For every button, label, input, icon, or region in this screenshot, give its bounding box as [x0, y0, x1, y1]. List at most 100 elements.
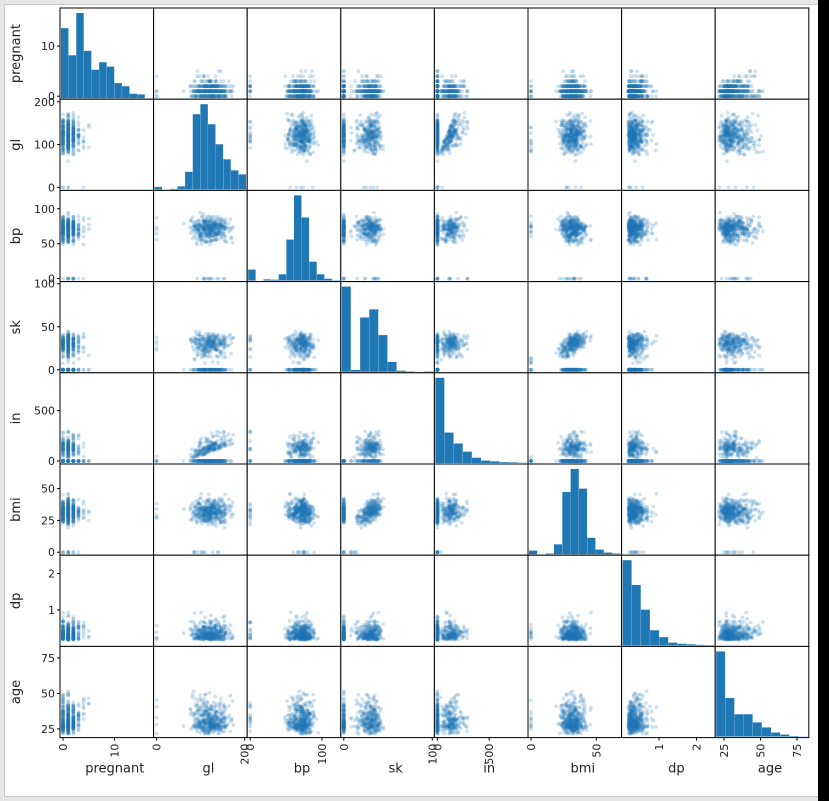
scatter-point — [208, 89, 213, 94]
scatter-point — [294, 89, 298, 94]
scatter-point — [567, 94, 572, 99]
scatter-point — [654, 89, 659, 94]
scatter-point — [81, 185, 86, 190]
scatter-point — [286, 135, 291, 140]
scatter-point — [644, 74, 648, 79]
scatter-point — [306, 84, 311, 89]
scatter-point — [316, 143, 320, 147]
scatter-point — [435, 89, 440, 94]
scatter-point — [360, 139, 364, 144]
scatter-point — [360, 74, 364, 79]
scatter-point — [191, 89, 196, 94]
histogram-bar — [76, 13, 84, 99]
histogram-bar — [137, 94, 145, 99]
scatter-point — [588, 94, 593, 99]
histogram-bar — [129, 93, 138, 99]
scatter-point — [248, 94, 253, 99]
scatter-point — [465, 126, 470, 131]
scatter-point — [299, 69, 303, 73]
scatter-point — [248, 146, 253, 150]
scatter-point — [229, 89, 234, 94]
scatter-point — [61, 140, 65, 144]
scatter-point — [283, 146, 288, 151]
scatter-point — [202, 74, 206, 79]
scatter-point — [449, 84, 454, 89]
scatter-point — [576, 89, 581, 94]
scatter-point — [201, 89, 206, 94]
scatter-point — [195, 69, 200, 73]
scatter-point — [573, 185, 578, 190]
scatter-point — [360, 89, 365, 94]
scatter-point — [747, 94, 752, 99]
scatter-point — [228, 89, 233, 94]
scatter-point — [440, 185, 445, 190]
scatter-point — [308, 89, 312, 94]
scatter-point — [298, 185, 303, 190]
scatter-point — [581, 74, 586, 79]
scatter-point — [287, 141, 292, 146]
scatter-point — [198, 89, 203, 94]
scatter-point — [732, 74, 737, 79]
scatter-point — [306, 150, 311, 155]
scatter-point — [374, 79, 379, 84]
scatter-point — [572, 84, 577, 89]
scatter-point — [577, 84, 581, 89]
scatter-point — [208, 79, 212, 84]
scatter-point — [214, 84, 219, 89]
cell-pregnant-gl — [153, 7, 248, 100]
window-edge — [818, 0, 829, 801]
scatter-point — [580, 111, 585, 116]
scatter-point — [561, 69, 566, 73]
scatter-point — [564, 79, 568, 84]
scatter-point — [294, 120, 299, 125]
scatter-point — [208, 84, 213, 89]
scatter-point — [207, 94, 212, 99]
scatter-point — [736, 89, 741, 94]
cell-pregnant-age — [714, 7, 810, 100]
scatter-point — [435, 94, 440, 99]
scatter-point — [354, 120, 359, 125]
cell-pregnant-in — [433, 7, 529, 100]
scatter-point — [216, 84, 221, 89]
scatter-point — [579, 185, 583, 190]
scatter-point — [204, 89, 209, 94]
scatter-point — [381, 143, 385, 148]
scatter-point — [218, 94, 222, 99]
scatter-point — [448, 94, 453, 99]
scatter-point — [442, 89, 447, 94]
scatter-point — [529, 125, 533, 130]
scatter-point — [206, 89, 211, 94]
scatter-point — [193, 89, 198, 94]
scatter-point — [368, 147, 373, 152]
scatter-point — [454, 120, 458, 125]
scatter-point — [222, 94, 227, 99]
scatter-point — [753, 74, 757, 79]
scatter-point — [296, 74, 300, 79]
scatter-point — [579, 150, 584, 155]
scatter-point — [435, 69, 440, 73]
cell-frame — [340, 7, 435, 100]
scatter-point — [371, 185, 376, 190]
scatter-point — [248, 139, 253, 144]
scatter-point — [76, 115, 81, 119]
scatter-point — [341, 112, 346, 117]
scatter-point — [435, 185, 440, 190]
scatter-point — [205, 94, 210, 99]
cell-pregnant-dp — [621, 7, 716, 100]
scatter-point — [213, 74, 218, 79]
scatter-point — [222, 94, 227, 99]
scatter-point — [447, 133, 452, 137]
scatter-point — [211, 94, 216, 99]
histogram-bar — [215, 144, 224, 190]
scatter-point — [566, 84, 571, 89]
scatter-point — [288, 185, 293, 190]
scatter-point — [458, 122, 463, 127]
scatter-point — [452, 128, 457, 133]
scatter-point — [353, 79, 357, 84]
histogram-bar — [83, 50, 92, 99]
scatter-point — [311, 150, 316, 155]
scatter-point — [379, 74, 383, 79]
scatter-point — [377, 89, 381, 94]
scatter-point — [629, 69, 634, 73]
scatter-point — [645, 79, 649, 84]
